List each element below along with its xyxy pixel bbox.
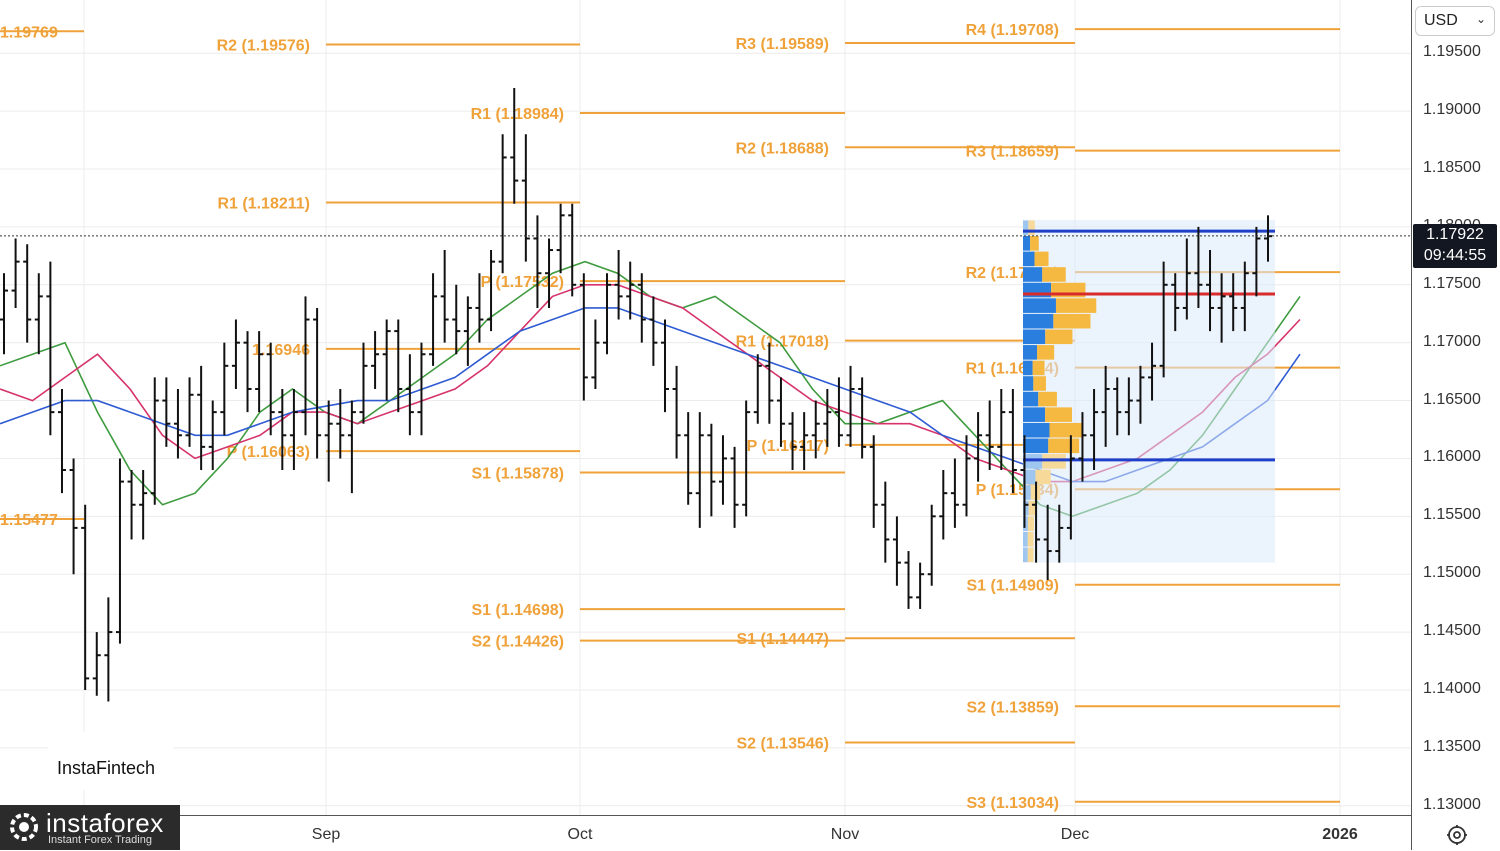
volume-bar-buy [1023, 236, 1031, 251]
volume-bar-buy [1023, 407, 1046, 422]
volume-bar-sell [1053, 313, 1091, 329]
time-tick-label: 2026 [1322, 826, 1358, 843]
time-tick-label: Nov [830, 826, 860, 843]
price-tick-label: 1.13500 [1423, 737, 1481, 755]
pivot-label: 1.16946 [252, 342, 310, 359]
volume-bar-sell [1035, 469, 1051, 485]
volume-bar-sell [1038, 391, 1057, 407]
volume-bar-buy [1023, 391, 1039, 407]
volume-bar-sell [1045, 329, 1073, 345]
instaforex-logo-icon [10, 813, 38, 841]
volume-bar-buy [1023, 547, 1028, 563]
price-axis[interactable] [1411, 0, 1500, 850]
pivot-label: S1 (1.14909) [966, 578, 1059, 595]
instaforex-banner [0, 805, 180, 850]
price-tick-label: 1.19500 [1423, 43, 1481, 61]
countdown-timer: 09:44:55 [1423, 247, 1487, 264]
volume-bar-sell [1028, 500, 1036, 516]
volume-bar-buy [1023, 329, 1046, 345]
pivot-label: 1.19769 [0, 24, 58, 41]
volume-bar-buy [1023, 485, 1031, 500]
price-tick-label: 1.17500 [1423, 274, 1481, 292]
volume-bar-sell [1049, 422, 1082, 438]
pivot-label: P (1.16063) [227, 444, 310, 461]
volume-bar-buy [1023, 220, 1029, 236]
volume-bar-buy [1023, 500, 1029, 516]
price-tick-label: 1.15500 [1423, 506, 1481, 524]
time-axis[interactable] [0, 815, 1411, 851]
volume-bar-sell [1027, 547, 1034, 563]
pivot-label: P (1.17532) [481, 274, 564, 291]
pivot-label: R1 (1.18211) [217, 195, 310, 212]
pivot-label: S3 (1.13034) [966, 795, 1059, 812]
price-tick-label: 1.17000 [1423, 332, 1481, 350]
volume-bar-sell [1055, 298, 1097, 313]
instafintech-badge [48, 732, 173, 790]
pivot-label: S2 (1.13859) [966, 699, 1059, 716]
volume-bar-buy [1023, 469, 1036, 485]
volume-bar-buy [1023, 267, 1043, 282]
pivot-label: R1 (1.18984) [471, 106, 564, 123]
volume-bar-sell [1048, 438, 1080, 454]
volume-bar-sell [1027, 531, 1034, 547]
pivot-label: S2 (1.13546) [736, 736, 829, 753]
volume-bar-sell [1045, 407, 1073, 422]
volume-bar-buy [1023, 531, 1028, 547]
price-tick-label: 1.19000 [1423, 101, 1481, 119]
time-tick-label: Oct [567, 826, 593, 843]
time-tick-label: Dec [1060, 826, 1090, 843]
volume-bar-buy [1023, 438, 1049, 454]
volume-bar-sell [1032, 360, 1045, 376]
currency-selector[interactable]: USD ⌄ [1415, 6, 1495, 36]
pivot-label: R1 (1.17018) [736, 334, 829, 351]
volume-bar-buy [1023, 313, 1054, 329]
pivot-label: S1 (1.15878) [471, 466, 564, 483]
price-tick-label: 1.18500 [1423, 159, 1481, 177]
price-tick-label: 1.14500 [1423, 622, 1481, 640]
instafintech-logo: InstaFintech [57, 758, 156, 778]
pivot-label: R2 (1.18688) [736, 140, 829, 157]
volume-bar-sell [1037, 345, 1055, 360]
volume-bar-sell [1028, 220, 1035, 236]
currency-value: USD [1424, 12, 1458, 29]
price-tick-label: 1.14000 [1423, 679, 1481, 697]
settings-icon[interactable] [1446, 824, 1468, 846]
pivot-label: P (1.16117) [747, 438, 829, 455]
pivot-label: 1.15477 [0, 512, 58, 529]
instaforex-logo-text: instaforex [46, 808, 164, 838]
pivot-label: R2 (1.19576) [217, 37, 310, 54]
price-chart[interactable]: 1.19769 1.15477 R2 (1.19576) R1 (1.18211) 1.… [0, 0, 1411, 815]
price-tick-label: 1.13000 [1423, 795, 1481, 813]
volume-bar-buy [1023, 345, 1038, 360]
volume-bar-sell [1042, 267, 1066, 282]
instaforex-tagline: Instant Forex Trading [48, 834, 152, 846]
pivot-label: R3 (1.19589) [736, 36, 829, 53]
volume-bar-sell [1033, 376, 1046, 391]
pivot-label: R3 (1.18659) [966, 144, 1059, 161]
volume-bar-sell [1042, 454, 1066, 469]
pivot-label: S2 (1.14426) [471, 634, 564, 651]
price-tick-label: 1.15000 [1423, 564, 1481, 582]
price-tick-label: 1.16500 [1423, 390, 1481, 408]
volume-bar-sell [1027, 516, 1034, 531]
chevron-down-icon: ⌄ [1475, 12, 1486, 26]
volume-bar-sell [1034, 251, 1049, 267]
pivot-label: R4 (1.19708) [966, 22, 1059, 39]
last-price-marker: 1.17922 09:44:55 [1413, 224, 1497, 268]
volume-bar-buy [1023, 251, 1035, 267]
price-tick-label: 1.16000 [1423, 448, 1481, 466]
volume-bar-buy [1023, 298, 1056, 313]
volume-bar-buy [1023, 360, 1033, 376]
pivot-label: S1 (1.14698) [471, 602, 564, 619]
volume-bar-sell [1030, 236, 1039, 251]
volume-bar-buy [1023, 376, 1034, 391]
time-tick-label: Sep [311, 826, 341, 843]
last-price-value: 1.17922 [1426, 226, 1484, 243]
pivot-label: S1 (1.14447) [736, 631, 829, 648]
volume-bar-buy [1023, 454, 1043, 469]
volume-bar-buy [1023, 422, 1050, 438]
